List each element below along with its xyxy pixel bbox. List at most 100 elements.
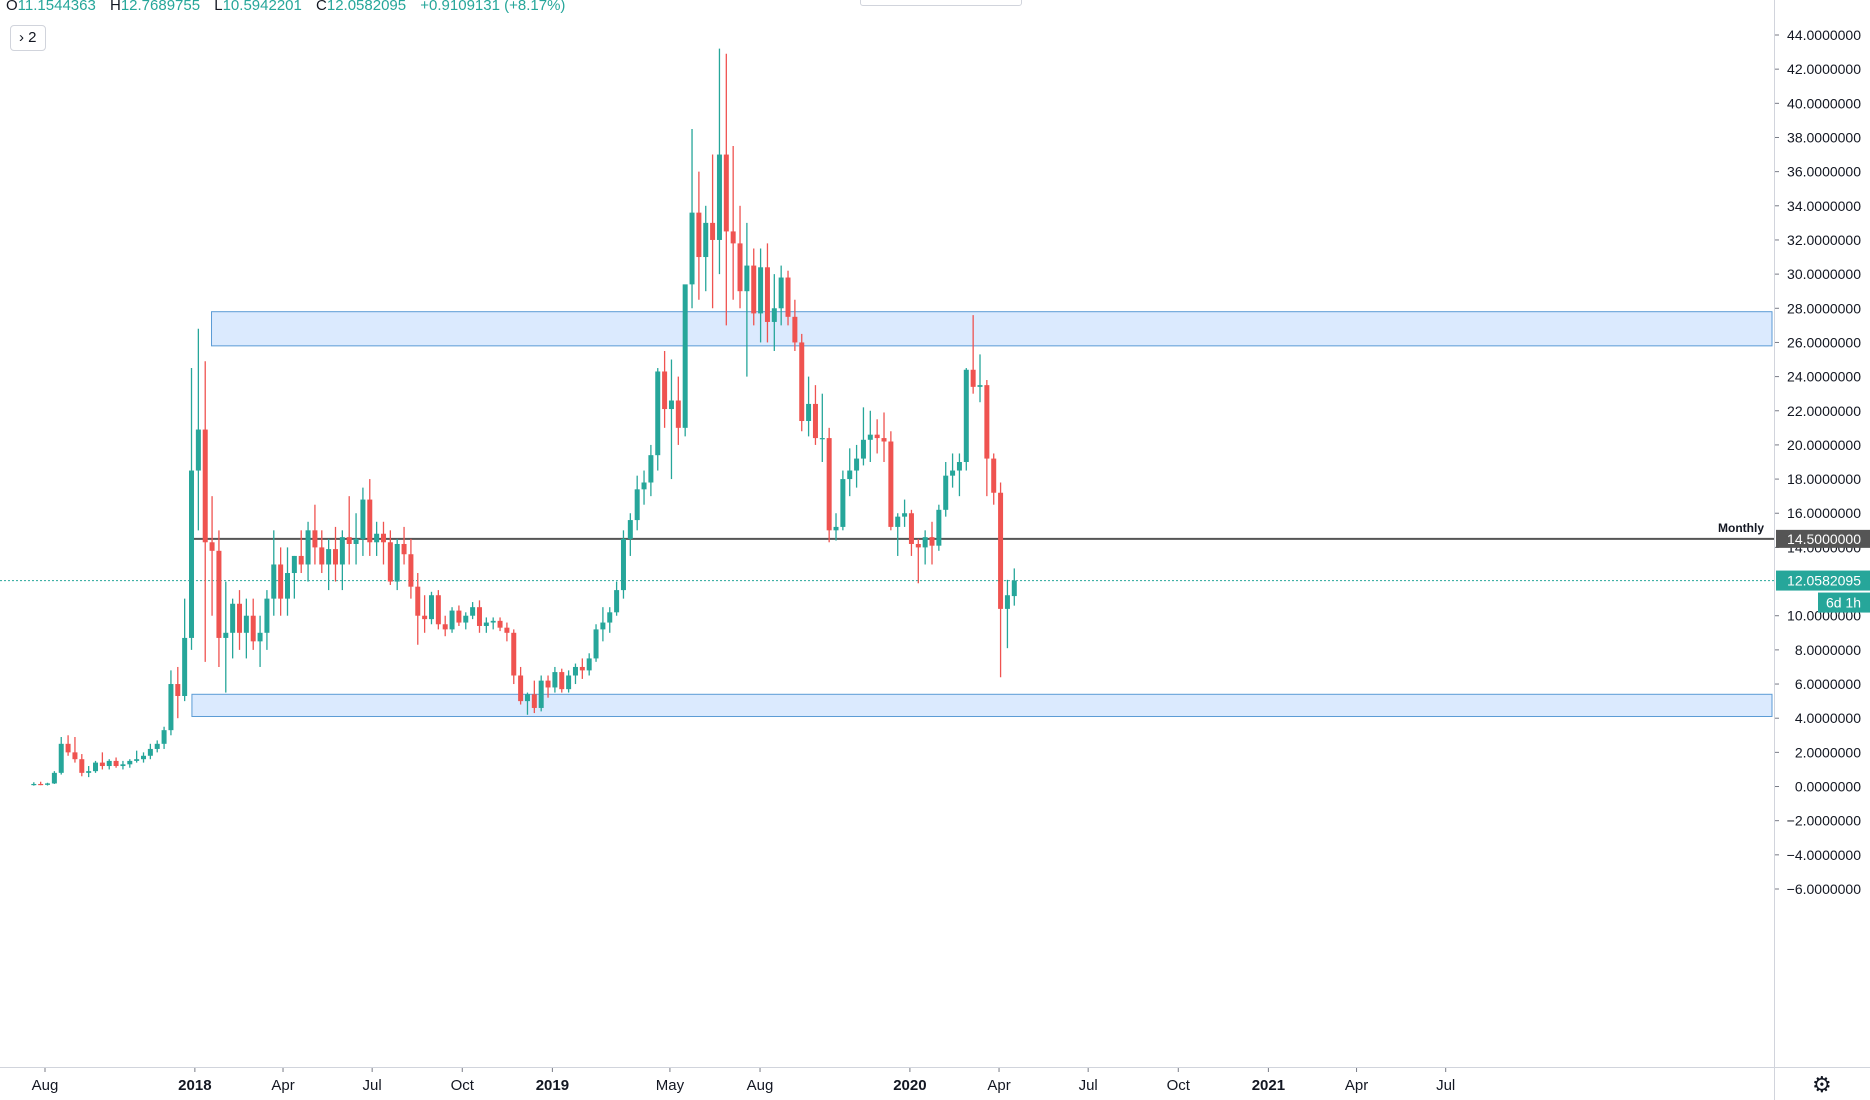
- candle-body: [737, 243, 743, 292]
- candle: [195, 328, 201, 531]
- candle-body: [271, 564, 277, 599]
- top-toolbar-box[interactable]: [860, 0, 1022, 6]
- candle-body: [380, 533, 386, 543]
- zone-0: [211, 311, 1773, 347]
- candle-body: [634, 489, 640, 521]
- candle: [545, 675, 551, 698]
- candle: [346, 496, 352, 565]
- candle-body: [291, 555, 297, 574]
- candle: [72, 736, 78, 763]
- candle: [134, 750, 140, 763]
- candle: [723, 53, 729, 326]
- time-tick-label: Jul: [1079, 1077, 1098, 1094]
- candle-body: [1011, 580, 1017, 597]
- candle-body: [305, 530, 311, 565]
- candle: [147, 743, 153, 760]
- candle: [518, 666, 524, 705]
- candle: [668, 359, 674, 480]
- candle-body: [874, 434, 880, 439]
- candle-body: [175, 684, 181, 696]
- time-axis-border: [0, 1067, 1870, 1068]
- candle: [463, 612, 469, 630]
- price-tick-label: 28.0000000: [1787, 300, 1861, 316]
- price-tick-label: 24.0000000: [1787, 369, 1861, 385]
- candle-body: [936, 509, 942, 546]
- candle-body: [113, 760, 119, 767]
- candle: [1004, 579, 1010, 649]
- candle: [833, 513, 839, 541]
- candle: [538, 675, 544, 712]
- candle-body: [45, 783, 51, 785]
- candle-body: [524, 694, 530, 702]
- candle-body: [86, 771, 92, 773]
- candle: [374, 521, 380, 556]
- candle: [65, 735, 71, 756]
- candle: [278, 547, 284, 616]
- candle: [902, 499, 908, 527]
- candle-body: [559, 672, 565, 690]
- candle-body: [593, 629, 599, 659]
- candle: [408, 538, 414, 599]
- candle: [79, 754, 85, 777]
- candle: [531, 680, 537, 714]
- level-price-label: 14.5000000: [1787, 531, 1861, 547]
- candle-body: [716, 154, 722, 240]
- candle-body: [401, 543, 407, 555]
- last-price-label: 12.0582095: [1787, 573, 1861, 589]
- candle-body: [120, 764, 126, 767]
- candle-body: [264, 598, 270, 633]
- candle-body: [586, 658, 592, 671]
- candle: [854, 444, 860, 488]
- candle: [751, 248, 757, 326]
- candle-body: [572, 666, 578, 676]
- high-value: 12.7689755: [120, 0, 201, 14]
- candle: [243, 598, 249, 659]
- ohlc-legend: O11.1544363 H12.7689755 L10.5942201 C12.…: [6, 0, 565, 14]
- price-axis: 44.0000000 42.0000000 40.0000000 38.0000000…: [1774, 27, 1870, 897]
- candle: [189, 368, 195, 650]
- time-tick-label: Apr: [1345, 1077, 1368, 1094]
- time-tick-label: 2018: [178, 1077, 211, 1094]
- candle-body: [538, 680, 544, 708]
- time-tick-label: 2019: [536, 1077, 569, 1094]
- low-value: 10.5942201: [222, 0, 302, 14]
- time-tick-label: 2020: [893, 1077, 926, 1094]
- candle-body: [778, 277, 784, 309]
- candle-body: [360, 499, 366, 539]
- candle-body: [826, 438, 832, 531]
- gear-icon[interactable]: ⚙: [1812, 1072, 1832, 1097]
- candle: [991, 453, 997, 505]
- candle-body: [127, 760, 133, 765]
- candle-body: [428, 595, 434, 620]
- indicators-toggle-button[interactable]: › 2: [10, 25, 46, 51]
- time-tick-label: Apr: [271, 1077, 294, 1094]
- candle-body: [374, 533, 380, 543]
- level-price-box: [1776, 529, 1870, 548]
- candle: [627, 513, 633, 556]
- candle: [202, 361, 208, 662]
- candle-body: [847, 470, 853, 480]
- candle-body: [511, 632, 517, 676]
- candle-body: [518, 675, 524, 702]
- price-tick-label: 6.0000000: [1795, 676, 1861, 692]
- candle: [511, 629, 517, 685]
- candle-body: [319, 547, 325, 565]
- time-tick-label: 2021: [1252, 1077, 1285, 1094]
- candle-body: [326, 549, 332, 565]
- candle: [600, 607, 606, 642]
- candle-body: [956, 462, 962, 471]
- price-tick-label: 40.0000000: [1787, 95, 1861, 111]
- candle: [298, 530, 304, 574]
- candle: [895, 513, 901, 556]
- high-key: H: [109, 0, 121, 14]
- candle-body: [504, 627, 510, 633]
- candle: [428, 591, 434, 625]
- candle-body: [476, 607, 482, 626]
- candle-body: [758, 267, 764, 314]
- candle: [682, 284, 688, 437]
- price-tick-label: 44.0000000: [1787, 27, 1861, 43]
- candle-body: [566, 675, 572, 690]
- candle-body: [79, 759, 85, 773]
- candle: [566, 670, 572, 693]
